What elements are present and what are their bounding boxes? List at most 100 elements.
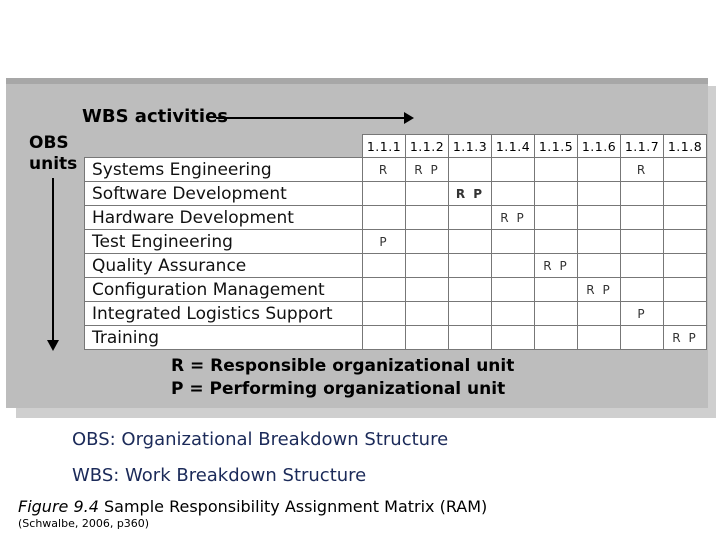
obs-unit-label: Training xyxy=(84,325,363,350)
assignment-cell xyxy=(577,157,621,182)
assignment-cell xyxy=(405,277,449,302)
citation: (Schwalbe, 2006, p360) xyxy=(18,517,150,530)
legend-performing: P = Performing organizational unit xyxy=(171,379,506,399)
obs-unit-label: Integrated Logistics Support xyxy=(84,301,363,326)
assignment-cell xyxy=(577,181,621,206)
assignment-cell xyxy=(448,301,492,326)
assignment-cell: R P xyxy=(534,253,578,278)
ram-diagram-panel: WBS activities OBS units 1.1.1 1.1.2 1.1… xyxy=(6,78,708,408)
wbs-definition: WBS: Work Breakdown Structure xyxy=(72,465,367,486)
assignment-cell xyxy=(534,325,578,350)
matrix-row: Training R P xyxy=(84,325,707,350)
assignment-cell xyxy=(577,253,621,278)
obs-title-line1: OBS xyxy=(29,133,69,153)
activity-header-row: 1.1.1 1.1.2 1.1.3 1.1.4 1.1.5 1.1.6 1.1.… xyxy=(84,134,707,158)
assignment-cell xyxy=(362,301,406,326)
activity-header: 1.1.8 xyxy=(663,134,707,158)
obs-unit-label: Systems Engineering xyxy=(84,157,363,182)
assignment-cell xyxy=(577,325,621,350)
assignment-cell xyxy=(362,277,406,302)
activity-header: 1.1.7 xyxy=(620,134,664,158)
assignment-cell xyxy=(663,205,707,230)
assignment-cell xyxy=(448,253,492,278)
activity-header: 1.1.1 xyxy=(362,134,406,158)
assignment-cell xyxy=(577,301,621,326)
assignment-cell xyxy=(362,181,406,206)
obs-units-title: OBS units xyxy=(29,133,77,175)
assignment-cell xyxy=(620,277,664,302)
matrix-row: Hardware Development R P xyxy=(84,205,707,230)
wbs-right-arrow-icon xyxy=(216,112,414,124)
assignment-cell xyxy=(491,277,535,302)
assignment-cell xyxy=(577,229,621,254)
assignment-cell xyxy=(491,157,535,182)
obs-unit-label: Hardware Development xyxy=(84,205,363,230)
assignment-cell: R P xyxy=(577,277,621,302)
matrix-corner xyxy=(84,134,363,158)
assignment-cell xyxy=(534,229,578,254)
matrix-body: Systems Engineering R R P R Software Develop… xyxy=(84,157,707,350)
assignment-cell xyxy=(663,253,707,278)
obs-unit-label: Test Engineering xyxy=(84,229,363,254)
obs-definition: OBS: Organizational Breakdown Structure xyxy=(72,429,449,450)
assignment-cell xyxy=(491,253,535,278)
assignment-cell xyxy=(534,301,578,326)
assignment-cell xyxy=(663,301,707,326)
assignment-cell xyxy=(534,277,578,302)
assignment-cell xyxy=(534,157,578,182)
activity-header: 1.1.2 xyxy=(405,134,449,158)
obs-unit-label: Software Development xyxy=(84,181,363,206)
figure-caption: Figure 9.4 Sample Responsibility Assignm… xyxy=(18,497,487,516)
assignment-cell xyxy=(620,205,664,230)
assignment-cell xyxy=(405,205,449,230)
assignment-cell xyxy=(663,157,707,182)
figure-title: Sample Responsibility Assignment Matrix … xyxy=(104,497,488,516)
obs-down-arrow-icon xyxy=(47,178,59,351)
legend: R = Responsible organizational unit P = … xyxy=(171,355,514,401)
matrix-row: Integrated Logistics Support P xyxy=(84,301,707,326)
assignment-cell xyxy=(534,205,578,230)
assignment-cell xyxy=(362,253,406,278)
obs-title-line2: units xyxy=(29,154,78,174)
matrix-row: Test Engineering P xyxy=(84,229,707,254)
assignment-cell xyxy=(405,325,449,350)
assignment-cell: R P xyxy=(663,325,707,350)
assignment-cell xyxy=(620,325,664,350)
panel-top-edge xyxy=(6,78,708,84)
assignment-cell xyxy=(405,301,449,326)
assignment-cell xyxy=(405,229,449,254)
assignment-cell xyxy=(448,205,492,230)
assignment-cell xyxy=(491,181,535,206)
obs-unit-label: Configuration Management xyxy=(84,277,363,302)
assignment-cell xyxy=(448,277,492,302)
legend-responsible: R = Responsible organizational unit xyxy=(171,356,515,376)
assignment-cell xyxy=(663,277,707,302)
assignment-cell xyxy=(448,229,492,254)
assignment-cell xyxy=(534,181,578,206)
assignment-cell xyxy=(491,325,535,350)
activity-header: 1.1.6 xyxy=(577,134,621,158)
assignment-cell: R xyxy=(620,157,664,182)
assignment-cell xyxy=(620,229,664,254)
assignment-cell xyxy=(663,229,707,254)
assignment-cell xyxy=(362,325,406,350)
assignment-cell: R P xyxy=(491,205,535,230)
assignment-cell xyxy=(620,253,664,278)
assignment-cell: R xyxy=(362,157,406,182)
activity-header: 1.1.3 xyxy=(448,134,492,158)
assignment-cell: P xyxy=(620,301,664,326)
assignment-cell xyxy=(362,205,406,230)
assignment-cell xyxy=(405,181,449,206)
matrix-row: Software Development R P xyxy=(84,181,707,206)
assignment-cell xyxy=(448,325,492,350)
assignment-cell xyxy=(577,205,621,230)
matrix-row: Quality Assurance R P xyxy=(84,253,707,278)
assignment-cell: R P xyxy=(405,157,449,182)
wbs-activities-title: WBS activities xyxy=(82,106,228,127)
assignment-cell xyxy=(448,157,492,182)
assignment-cell xyxy=(491,229,535,254)
assignment-cell xyxy=(405,253,449,278)
activity-header: 1.1.5 xyxy=(534,134,578,158)
figure-label: Figure 9.4 xyxy=(18,497,99,516)
